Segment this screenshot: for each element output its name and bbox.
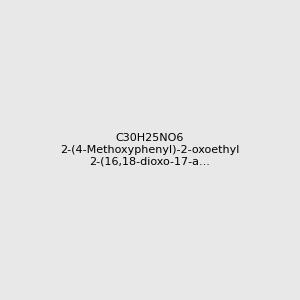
Text: C30H25NO6
2-(4-Methoxyphenyl)-2-oxoethyl 2-(16,18-dioxo-17-a...: C30H25NO6 2-(4-Methoxyphenyl)-2-oxoethyl… — [60, 134, 240, 166]
